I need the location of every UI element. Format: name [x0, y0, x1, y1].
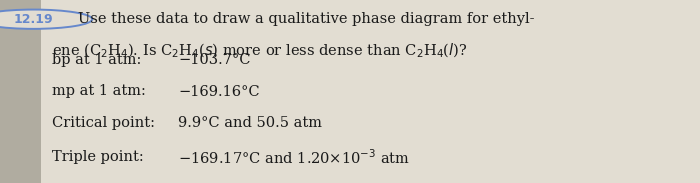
Text: −169.16°C: −169.16°C	[178, 85, 260, 98]
Text: bp at 1 atm:: bp at 1 atm:	[52, 53, 142, 67]
Text: −169.17°C and 1.20×10$^{-3}$ atm: −169.17°C and 1.20×10$^{-3}$ atm	[178, 148, 410, 167]
Text: ene (C$_2$H$_4$). Is C$_2$H$_4$($s$) more or less dense than C$_2$H$_4$($l$)?: ene (C$_2$H$_4$). Is C$_2$H$_4$($s$) mor…	[52, 42, 468, 60]
Text: Use these data to draw a qualitative phase diagram for ethyl-: Use these data to draw a qualitative pha…	[78, 12, 535, 26]
FancyBboxPatch shape	[0, 0, 41, 183]
Text: Triple point:: Triple point:	[52, 150, 144, 164]
Text: mp at 1 atm:: mp at 1 atm:	[52, 85, 146, 98]
Text: −103.7°C: −103.7°C	[178, 53, 251, 67]
Ellipse shape	[0, 10, 92, 29]
Text: Critical point:: Critical point:	[52, 116, 155, 130]
Text: 12.19: 12.19	[14, 13, 53, 26]
Text: 9.9°C and 50.5 atm: 9.9°C and 50.5 atm	[178, 116, 323, 130]
